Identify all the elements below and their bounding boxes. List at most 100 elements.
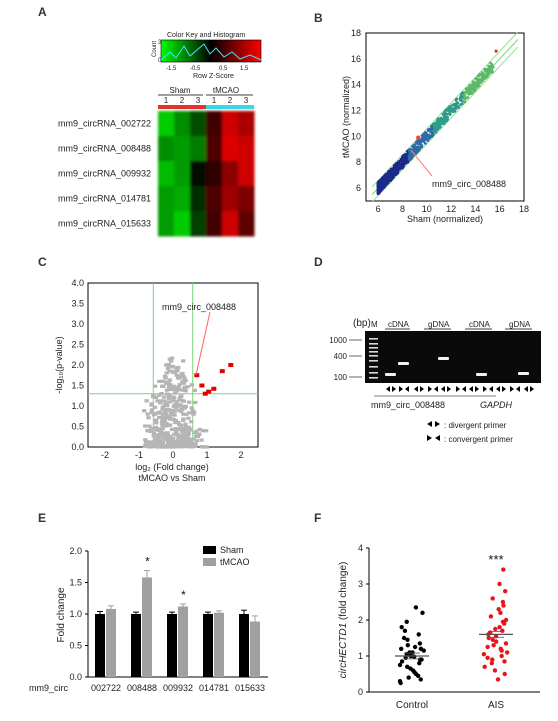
plot-c-ytick: 3.5 (71, 299, 84, 309)
plot-b-ytick: 8 (356, 157, 361, 167)
plot-c-point (165, 403, 170, 407)
plot-b-point (475, 85, 479, 89)
gel-bp-label: (bp) (353, 318, 371, 329)
plot-b-xtick: 12 (446, 204, 456, 214)
plot-c-point (163, 431, 169, 435)
plot-c-point (150, 395, 156, 399)
plot-c-point (173, 420, 178, 425)
plot-b-point (386, 174, 390, 178)
gel-lane-label-1: cDNA (388, 320, 410, 329)
plot-b-point (401, 161, 405, 165)
plot-f-point (481, 652, 487, 657)
plot-f-point (504, 650, 510, 655)
plot-b-point (481, 76, 485, 80)
plot-b-point (383, 176, 387, 180)
heatmap-cell (206, 161, 223, 187)
plot-f-point (398, 680, 403, 686)
plot-f-point (497, 581, 502, 587)
divergent-primer-icon (441, 386, 451, 392)
plot-c-point (171, 409, 176, 413)
plot-c-point (167, 369, 172, 373)
plot-b-point (441, 122, 444, 126)
plot-b-point (377, 190, 381, 194)
plot-c-ticks: -2 -1 0 1 2 0.0 0.5 1.0 1.5 2.0 2.5 3.0 3.5 4.0 (71, 278, 243, 460)
plot-c-point (151, 434, 156, 438)
plot-f-point (501, 567, 506, 572)
plot-f-point (499, 648, 504, 653)
plot-f-point (502, 659, 507, 664)
plot-c-significant-point (206, 389, 212, 394)
plot-e-bar (214, 612, 224, 677)
plot-b-point (436, 121, 440, 125)
plot-c-point (175, 369, 180, 373)
plot-c-point (157, 401, 163, 405)
plot-c-point (170, 369, 176, 374)
plot-b-point (416, 142, 419, 145)
plot-c-point (146, 445, 152, 449)
plot-c-point (153, 425, 159, 430)
plot-c-point (180, 388, 186, 392)
plot-c-point (176, 376, 182, 380)
plot-e-ytick: 2.0 (69, 546, 82, 556)
plot-f-point (420, 610, 425, 615)
tmcao-group-bar (206, 105, 254, 109)
plot-b-point (396, 165, 400, 169)
plot-f-point (399, 659, 405, 664)
plot-b-point (410, 154, 414, 157)
plot-c-point (158, 411, 164, 415)
plot-f-point (499, 653, 504, 659)
plot-c-point (168, 434, 173, 438)
plot-f-point (407, 650, 412, 655)
plot-c-xtick: -1 (135, 450, 143, 460)
plot-e-ytick: 0.0 (69, 672, 82, 682)
plot-c-point (167, 378, 173, 382)
plot-c-point (172, 445, 178, 449)
plot-f-point (501, 603, 506, 608)
plot-c-point (181, 381, 186, 385)
plot-c-point (159, 384, 165, 388)
plot-c-point (177, 422, 182, 426)
plot-b-point (406, 160, 410, 164)
ladder-400: 400 (334, 352, 348, 361)
plot-c-point (166, 396, 172, 401)
convergent-primer-icon (428, 386, 438, 392)
plot-b-point (461, 91, 464, 95)
plot-c-point (152, 405, 158, 409)
gel-ladder-band (369, 377, 378, 379)
plot-c-point (163, 381, 169, 385)
plot-b-point (471, 91, 474, 95)
plot-c-significant-point (228, 363, 234, 367)
plot-b-point (437, 117, 441, 121)
plot-b-point (433, 121, 437, 125)
plot-f-point (412, 644, 418, 650)
plot-c-xtick: 2 (238, 450, 243, 460)
plot-b-point (445, 112, 449, 116)
plot-b-point (422, 140, 426, 143)
plot-e-significance: * (181, 588, 186, 602)
plot-f-point (500, 599, 506, 605)
plot-f-point (398, 646, 404, 651)
plot-b-point (474, 81, 478, 84)
gel-ladder-band (369, 343, 378, 345)
heatmap-cell (222, 211, 239, 237)
plot-b-point (451, 107, 454, 111)
plot-c-point (149, 445, 154, 449)
plot-c-point (191, 411, 197, 415)
plot-c-point (170, 364, 175, 369)
plot-c-significant-point (202, 391, 208, 396)
plot-c-point (186, 400, 192, 404)
plot-c-annotation: mm9_circ_008488 (162, 302, 236, 312)
plot-f-point (485, 655, 490, 660)
plot-c-point (184, 412, 189, 416)
plot-c-point (153, 418, 159, 422)
plot-e-bar (95, 614, 105, 677)
plot-b-highlight-point (416, 135, 421, 140)
plot-c-point (166, 362, 172, 367)
plot-b-point (460, 93, 463, 97)
plot-c-point (153, 441, 159, 445)
plot-b-xtick: 6 (376, 204, 381, 214)
plot-b-points (376, 49, 498, 196)
plot-c-point (167, 387, 172, 391)
plot-c-point (143, 438, 148, 442)
